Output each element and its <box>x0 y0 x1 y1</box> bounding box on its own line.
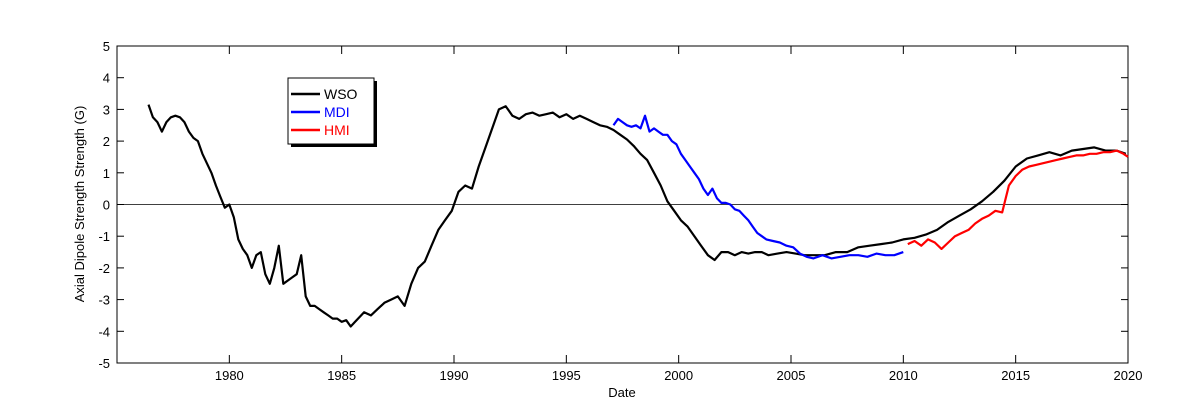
y-tick-label: -3 <box>98 293 110 308</box>
x-tick-label: 1980 <box>215 368 244 383</box>
x-tick-label: 1995 <box>552 368 581 383</box>
y-tick-label: -2 <box>98 261 110 276</box>
x-tick-label: 2020 <box>1114 368 1143 383</box>
y-tick-label: 2 <box>103 134 110 149</box>
legend: WSO MDI HMI <box>287 77 377 147</box>
series-lines <box>147 104 1129 328</box>
y-tick-label: 3 <box>103 102 110 117</box>
x-tick-label: 2000 <box>664 368 693 383</box>
legend-label-mdi: MDI <box>324 104 350 120</box>
series-line-hmi <box>907 149 1129 250</box>
y-tick-label: 4 <box>103 71 110 86</box>
x-tick-label: 1985 <box>327 368 356 383</box>
y-axis-title: Axial Dipole Strength Strength (G) <box>72 106 87 303</box>
legend-label-wso: WSO <box>324 86 358 102</box>
x-tick-label: 2010 <box>889 368 918 383</box>
y-tick-label: -5 <box>98 356 110 371</box>
x-axis-ticks: 1980 1985 1990 1995 2000 2005 2010 2015 2020 <box>215 46 1143 383</box>
y-tick-label: 1 <box>103 166 110 181</box>
series-line-wso <box>147 104 1127 328</box>
y-tick-label: -1 <box>98 229 110 244</box>
y-axis-ticks: 5 4 3 2 1 0 -1 -2 -3 -4 -5 <box>98 39 1128 371</box>
series-line-mdi <box>612 114 904 260</box>
x-tick-label: 2005 <box>777 368 806 383</box>
legend-label-hmi: HMI <box>324 122 350 138</box>
x-tick-label: 1990 <box>440 368 469 383</box>
y-tick-label: -4 <box>98 324 110 339</box>
x-axis-title: Date <box>608 385 635 400</box>
x-tick-label: 2015 <box>1001 368 1030 383</box>
y-tick-label: 0 <box>103 198 110 213</box>
y-tick-label: 5 <box>103 39 110 54</box>
